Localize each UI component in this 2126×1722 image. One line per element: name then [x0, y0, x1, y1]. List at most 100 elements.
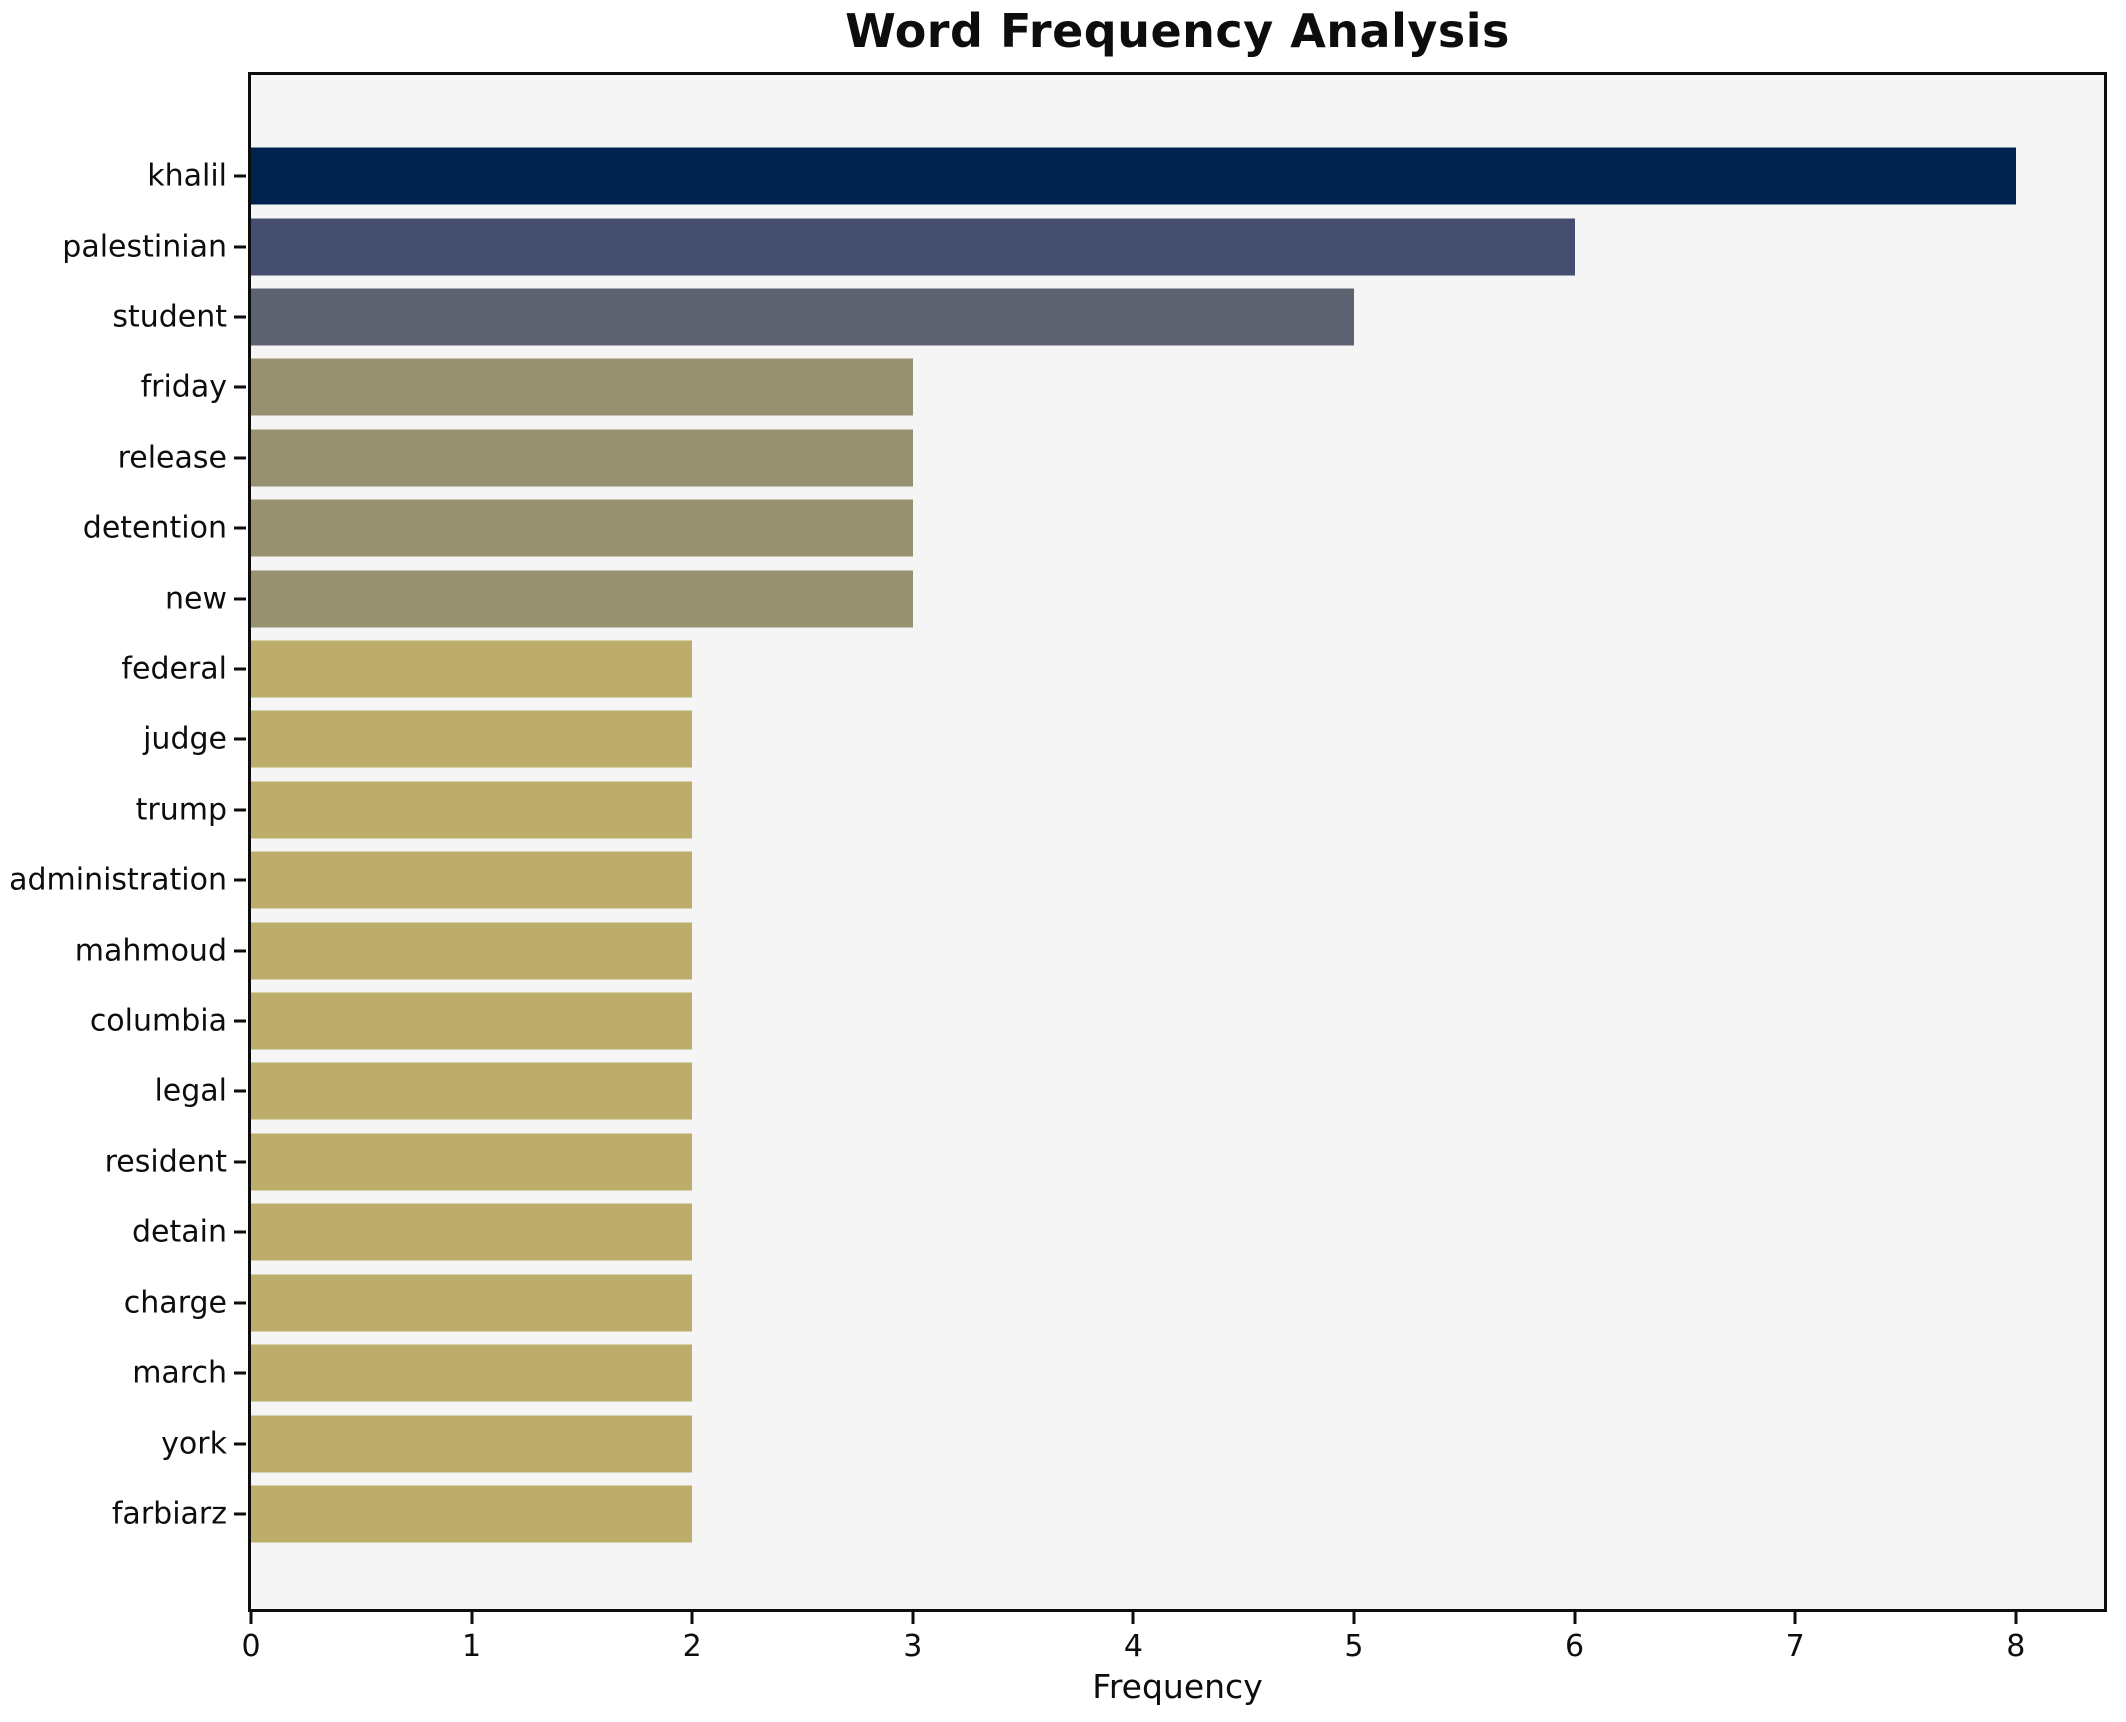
bar-release [251, 429, 913, 487]
y-tick-mark-detention [234, 526, 246, 530]
bar-judge [251, 710, 693, 768]
x-tick-mark-4 [1131, 1612, 1135, 1624]
bar-row-federal: federal [121, 634, 2104, 704]
y-tick-label-new: new [164, 581, 227, 617]
bar-march [251, 1344, 693, 1402]
bar-mahmoud [251, 922, 693, 980]
bar-federal [251, 640, 693, 698]
y-tick-mark-friday [234, 385, 246, 389]
x-tick-label-1: 1 [462, 1629, 482, 1664]
y-tick-mark-student [234, 315, 246, 319]
bar-student [251, 288, 1354, 346]
x-tick-mark-7 [1793, 1612, 1797, 1624]
x-axis-label: Frequency [1092, 1667, 1263, 1706]
bar-row-farbiarz: farbiarz [112, 1479, 2104, 1549]
y-tick-label-trump: trump [135, 792, 227, 828]
x-tick-label-7: 7 [1785, 1629, 1805, 1664]
bar-charge [251, 1274, 693, 1332]
bar-row-columbia: columbia [90, 986, 2104, 1056]
y-tick-mark-resident [234, 1160, 246, 1164]
y-tick-mark-palestinian [234, 245, 246, 249]
y-tick-label-resident: resident [104, 1144, 227, 1180]
x-tick-mark-8 [2014, 1612, 2018, 1624]
bar-new [251, 570, 913, 628]
x-tick-mark-6 [1573, 1612, 1577, 1624]
y-tick-mark-legal [234, 1089, 246, 1093]
bar-row-friday: friday [141, 352, 2104, 422]
y-tick-label-federal: federal [121, 651, 227, 687]
bar-row-resident: resident [105, 1127, 2104, 1197]
y-tick-mark-farbiarz [234, 1512, 246, 1516]
bar-row-march: march [132, 1338, 2104, 1408]
y-tick-mark-new [234, 597, 246, 601]
y-tick-label-friday: friday [140, 369, 227, 405]
bar-friday [251, 358, 913, 416]
x-tick-mark-3 [911, 1612, 915, 1624]
bar-row-student: student [112, 282, 2104, 352]
bar-row-trump: trump [136, 775, 2104, 845]
plot-area: khalil palestinian student friday release det… [9, 72, 2107, 1706]
x-axis-ticks: 0 1 2 3 4 5 6 7 8 [241, 75, 2104, 1664]
y-tick-mark-khalil [234, 174, 246, 178]
bar-row-administration: administration [9, 845, 2104, 915]
y-tick-label-judge: judge [143, 721, 227, 757]
chart-title: Word Frequency Analysis [845, 4, 1510, 58]
bar-farbiarz [251, 1485, 693, 1543]
y-tick-mark-release [234, 456, 246, 460]
bar-row-release: release [118, 423, 2104, 493]
y-tick-mark-york [234, 1442, 246, 1446]
x-tick-mark-2 [690, 1612, 694, 1624]
x-tick-mark-5 [1352, 1612, 1356, 1624]
x-tick-label-0: 0 [241, 1629, 261, 1664]
x-tick-mark-1 [470, 1612, 474, 1624]
y-tick-label-columbia: columbia [89, 1003, 227, 1039]
y-tick-mark-trump [234, 808, 246, 812]
y-tick-mark-detain [234, 1230, 246, 1234]
y-tick-label-march: march [132, 1355, 227, 1391]
y-tick-label-charge: charge [123, 1285, 227, 1321]
y-tick-label-khalil: khalil [147, 158, 227, 194]
bar-detain [251, 1203, 693, 1261]
bar-row-mahmoud: mahmoud [75, 915, 2104, 985]
bar-columbia [251, 992, 693, 1050]
bar-trump [251, 781, 693, 839]
bar-row-judge: judge [143, 704, 2104, 774]
x-tick-label-8: 8 [2006, 1629, 2026, 1664]
y-tick-mark-federal [234, 667, 246, 671]
bar-row-detain: detain [132, 1197, 2104, 1267]
y-tick-mark-mahmoud [234, 949, 246, 953]
x-tick-label-2: 2 [682, 1629, 702, 1664]
y-tick-label-york: york [161, 1426, 227, 1462]
x-tick-label-4: 4 [1123, 1629, 1143, 1664]
bar-resident [251, 1133, 693, 1191]
y-tick-label-farbiarz: farbiarz [111, 1496, 227, 1532]
bar-row-khalil: khalil [147, 141, 2104, 211]
y-tick-label-student: student [112, 299, 227, 335]
bar-administration [251, 851, 693, 909]
bar-row-charge: charge [124, 1268, 2104, 1338]
bar-row-new: new [165, 563, 2104, 633]
bar-york [251, 1415, 693, 1473]
x-tick-mark-0 [249, 1612, 253, 1624]
y-tick-mark-charge [234, 1301, 246, 1305]
bar-detention [251, 499, 913, 557]
x-tick-label-5: 5 [1344, 1629, 1364, 1664]
y-tick-label-detention: detention [82, 510, 227, 546]
bar-legal [251, 1062, 693, 1120]
bar-khalil [251, 147, 2016, 205]
bar-palestinian [251, 218, 1575, 276]
y-tick-mark-judge [234, 737, 246, 741]
y-tick-label-detain: detain [132, 1214, 227, 1250]
y-tick-label-release: release [117, 440, 227, 476]
x-tick-label-3: 3 [903, 1629, 923, 1664]
bar-row-palestinian: palestinian [62, 211, 2104, 281]
y-tick-label-mahmoud: mahmoud [74, 933, 227, 969]
y-tick-label-legal: legal [154, 1073, 227, 1109]
y-tick-mark-administration [234, 878, 246, 882]
y-tick-mark-columbia [234, 1019, 246, 1023]
y-tick-label-administration: administration [9, 862, 227, 898]
y-tick-mark-march [234, 1371, 246, 1375]
bar-row-york: york [161, 1408, 2104, 1478]
bar-row-detention: detention [83, 493, 2104, 563]
bar-row-legal: legal [154, 1056, 2104, 1126]
